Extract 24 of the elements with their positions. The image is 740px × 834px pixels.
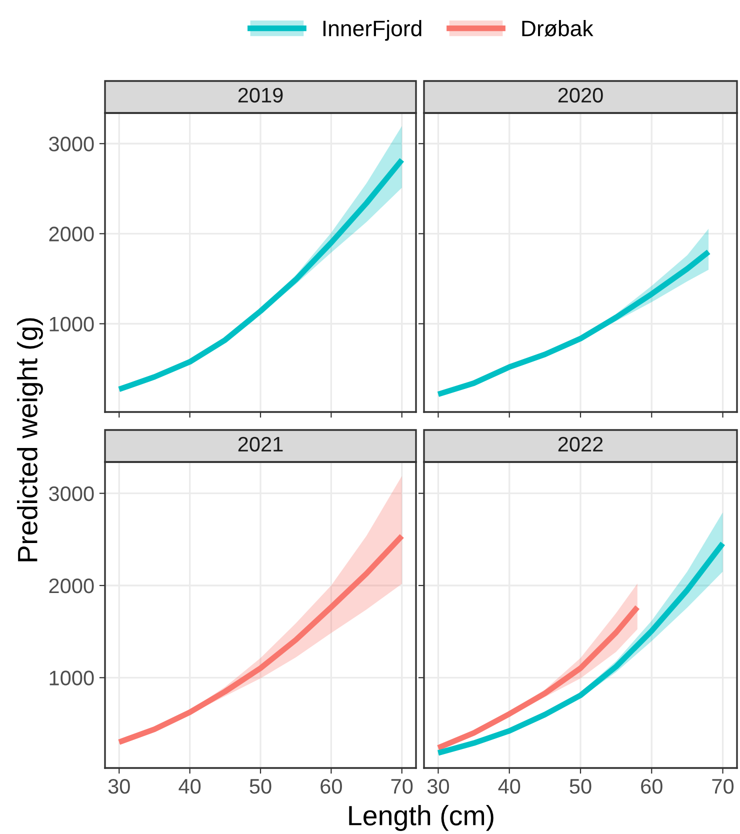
y-tick-label: 3000 [49, 486, 94, 502]
y-tick-label: 1000 [50, 670, 94, 686]
y-tick-label: 2000 [49, 226, 94, 242]
y-tick-label: 2000 [49, 578, 94, 594]
x-tick-label: 70 [712, 778, 734, 794]
chart-title: 2020 [558, 88, 603, 103]
legend-label: Drøbak [522, 20, 594, 37]
x-axis-title: Length (cm) [349, 805, 494, 831]
y-tick-label: 1000 [50, 316, 94, 332]
y-tick-label: 3000 [49, 136, 94, 152]
x-tick-label: 70 [391, 778, 413, 794]
x-tick-label: 60 [320, 778, 342, 794]
chart-title: 2019 [238, 88, 283, 103]
x-tick-label: 50 [250, 778, 272, 794]
x-tick-label: 30 [427, 778, 449, 794]
legend-label: InnerFjord [323, 20, 422, 41]
x-tick-label: 60 [641, 778, 662, 794]
x-tick-label: 40 [498, 778, 520, 794]
x-tick-label: 50 [570, 778, 592, 794]
y-axis-title: Predicted weight (g) [17, 318, 43, 562]
chart-title: 2022 [558, 436, 603, 452]
chart-title: 2021 [238, 436, 283, 452]
x-tick-label: 40 [178, 778, 201, 794]
x-tick-label: 30 [108, 778, 130, 794]
